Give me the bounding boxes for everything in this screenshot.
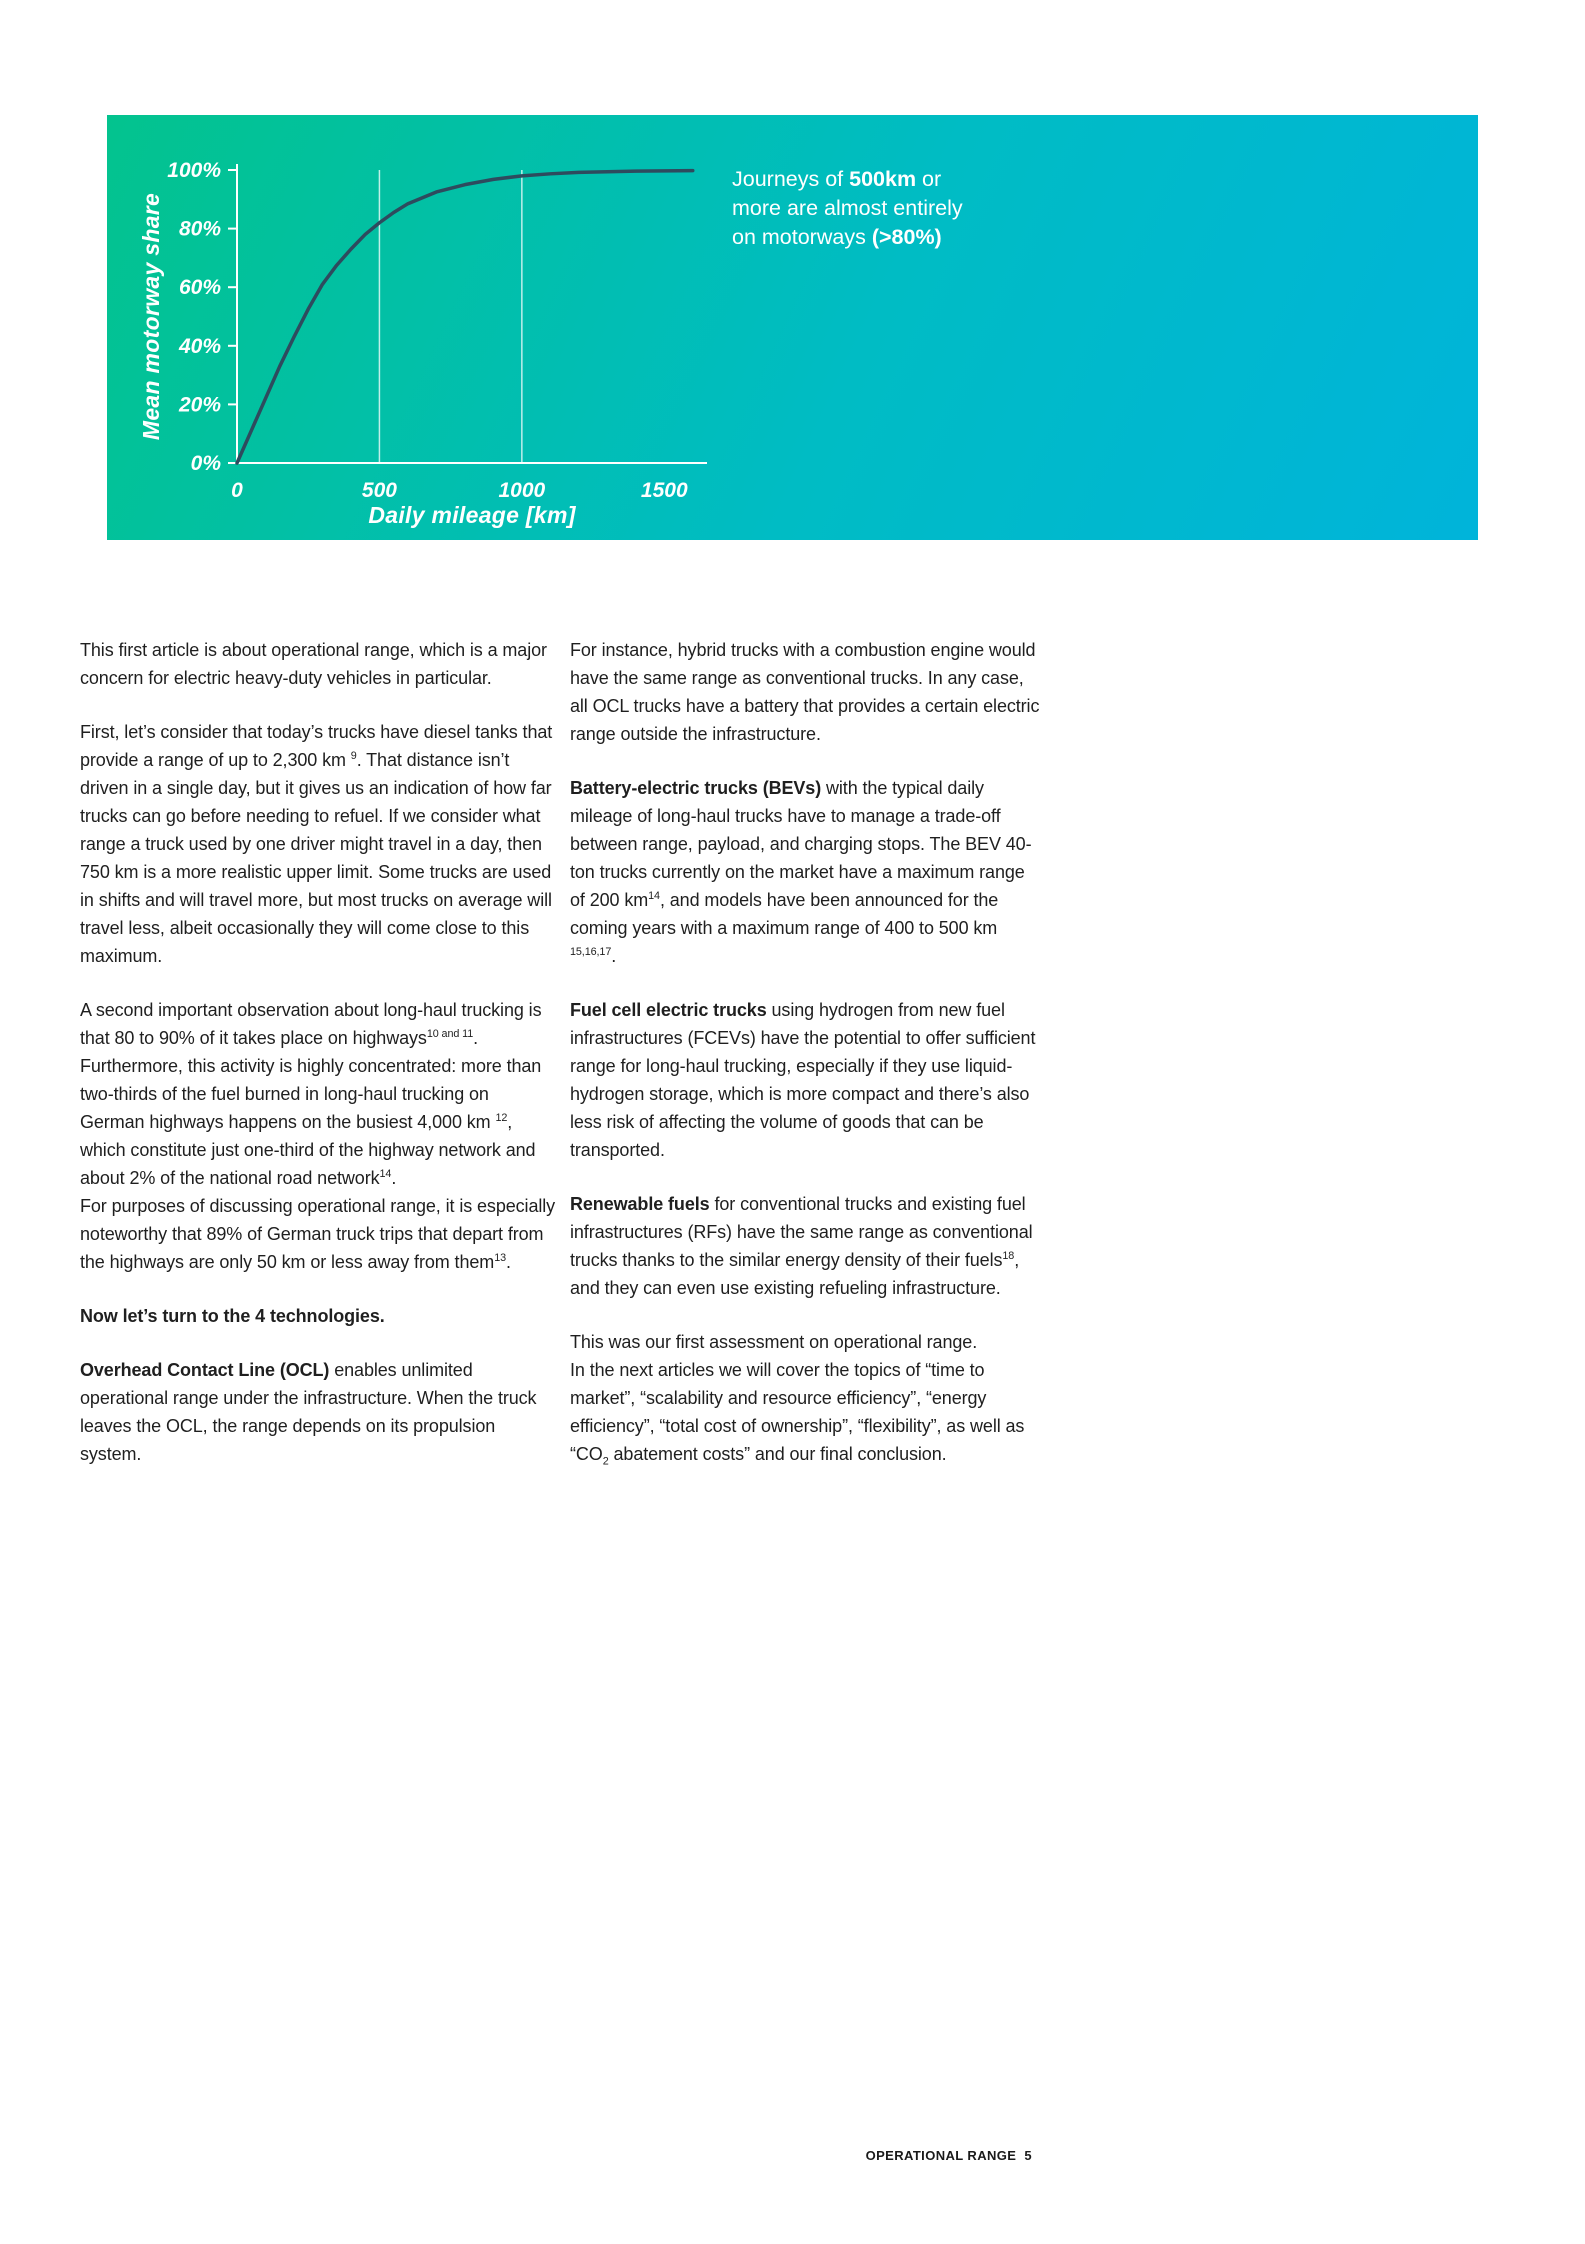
text: For purposes of discussing operational r…: [80, 1196, 556, 1272]
text: 13: [494, 1252, 506, 1264]
y-tick-label: 0%: [191, 452, 222, 475]
y-tick-label: 100%: [167, 159, 221, 182]
text: 12: [495, 1112, 508, 1124]
bold-text: Fuel cell electric trucks: [570, 1000, 767, 1020]
y-axis-title: Mean motorway share: [138, 193, 164, 440]
x-tick-label: 0: [231, 479, 243, 502]
y-tick-label: 20%: [178, 393, 221, 416]
y-tick-label: 60%: [179, 276, 221, 299]
text: enables unlimited operational range unde…: [80, 1360, 537, 1464]
text: For instance, hybrid trucks with a combu…: [570, 640, 1040, 744]
right-column: For instance, hybrid trucks with a combu…: [570, 636, 1040, 1494]
text: A second important observation about lon…: [80, 1000, 542, 1048]
text: .: [391, 1168, 397, 1188]
text: 15,16,17: [570, 946, 612, 958]
chart-banner: 0% 20% 40% 60% 80% 100% 0 500 1000 1500 Mean motor…: [107, 115, 1478, 540]
text: , which constitute just one-third of the…: [80, 1112, 536, 1188]
text: . Furthermore, this activity is highly c…: [80, 1028, 542, 1132]
text: This was our first assessment on operati…: [570, 1332, 978, 1352]
paragraph: Fuel cell electric trucks using hydrogen…: [570, 996, 1040, 1164]
text: , and they can even use existing refueli…: [570, 1250, 1020, 1298]
left-column: This first article is about operational …: [80, 636, 558, 1494]
bold-text: 500km: [849, 167, 917, 191]
text: 14: [648, 890, 660, 902]
x-axis-title: Daily mileage [km]: [368, 502, 576, 528]
text: , and models have been announced for the…: [570, 890, 999, 938]
page-number: 5: [1024, 2148, 1032, 2163]
motorway-share-chart: 0% 20% 40% 60% 80% 100% 0 500 1000 1500 Mean motor…: [138, 159, 707, 528]
text: 2: [602, 1455, 609, 1468]
text: .: [611, 946, 617, 966]
x-tick-label: 1500: [641, 479, 688, 502]
text: First, let’s consider that today’s truck…: [80, 722, 553, 770]
y-tick-label: 40%: [178, 335, 221, 358]
text: 10 and 11: [426, 1028, 474, 1040]
x-tick-label: 500: [362, 479, 397, 502]
paragraph: Renewable fuels for conventional trucks …: [570, 1190, 1040, 1302]
text: abatement costs” and our final conclusio…: [608, 1444, 947, 1464]
bold-text: Battery-electric trucks (BEVs): [570, 778, 822, 798]
text: with the typical daily mileage of long-h…: [570, 778, 1032, 910]
text: . That distance isn’t driven in a single…: [80, 750, 552, 966]
text: This first article is about operational …: [80, 640, 547, 688]
paragraph: Overhead Contact Line (OCL) enables unli…: [80, 1356, 558, 1468]
motorway-share-curve: [235, 168, 695, 465]
text: or more are almost entirely on motorways: [732, 167, 963, 250]
y-tick-label: 80%: [179, 218, 221, 241]
text: Journeys of: [732, 167, 850, 191]
page-footer: OPERATIONAL RANGE 5: [80, 2148, 1032, 2163]
paragraph: First, let’s consider that today’s truck…: [80, 718, 558, 970]
bold-text: Now let’s turn to the 4 technologies.: [80, 1306, 385, 1326]
x-tick-label: 1000: [498, 479, 545, 502]
paragraph: Battery-electric trucks (BEVs) with the …: [570, 774, 1040, 970]
text: In the next articles we will cover the t…: [570, 1360, 1025, 1464]
text: 18: [1002, 1250, 1015, 1262]
bold-text: Renewable fuels: [570, 1194, 710, 1214]
paragraph: For instance, hybrid trucks with a combu…: [570, 636, 1040, 748]
bold-text: Overhead Contact Line (OCL): [80, 1360, 330, 1380]
text: using hydrogen from new fuel infrastruct…: [570, 1000, 1036, 1160]
paragraph: This first article is about operational …: [80, 636, 558, 692]
text: for conventional trucks and existing fue…: [570, 1194, 1033, 1270]
bold-text: (>80%): [871, 225, 942, 250]
paragraph: Now let’s turn to the 4 technologies.: [80, 1302, 558, 1330]
text: 9: [350, 750, 357, 762]
paragraph: This was our first assessment on operati…: [570, 1328, 1040, 1468]
text: .: [506, 1252, 511, 1272]
text: 14: [379, 1168, 392, 1180]
chart-annotation: Journeys of 500km or more are almost ent…: [732, 165, 977, 252]
paragraph: A second important observation about lon…: [80, 996, 558, 1276]
footer-label: OPERATIONAL RANGE: [865, 2148, 1017, 2163]
